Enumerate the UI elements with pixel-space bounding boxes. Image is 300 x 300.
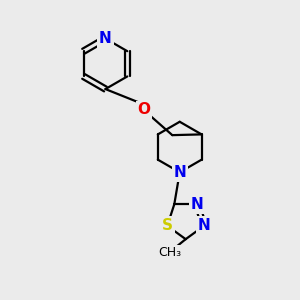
Text: N: N	[198, 218, 210, 233]
Text: CH₃: CH₃	[158, 246, 181, 259]
Text: N: N	[99, 31, 112, 46]
Text: N: N	[190, 197, 203, 212]
Text: O: O	[138, 102, 151, 117]
Text: S: S	[162, 218, 173, 233]
Text: N: N	[173, 165, 186, 180]
